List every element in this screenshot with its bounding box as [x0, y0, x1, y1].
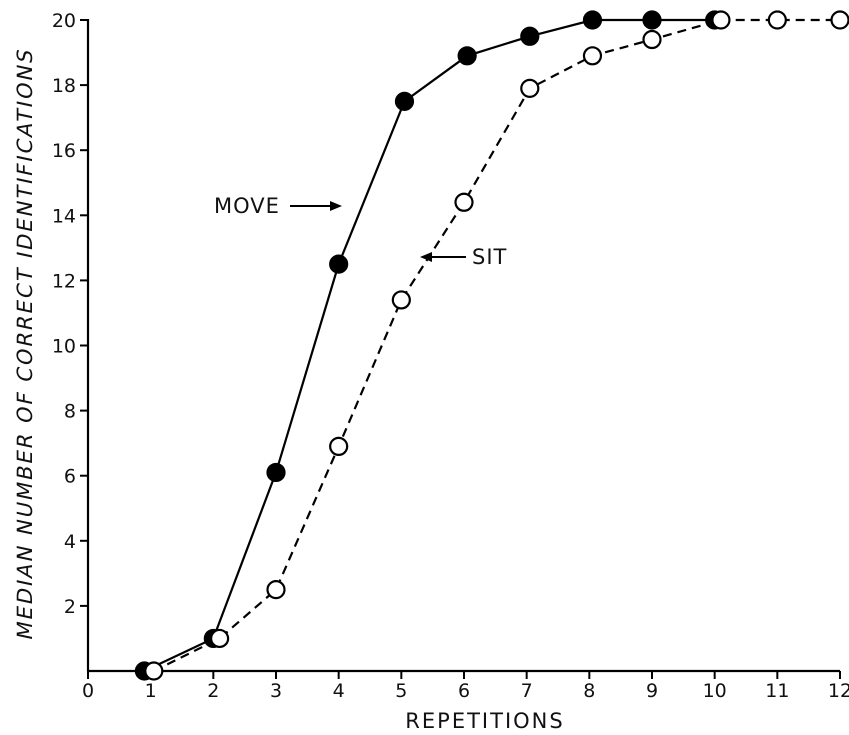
series-label-sit: SIT: [472, 245, 507, 269]
data-point-sit: [454, 192, 474, 212]
x-tick-label: 4: [333, 680, 345, 702]
data-point-move: [582, 10, 603, 30]
data-point-move: [394, 91, 415, 111]
x-tick-label: 3: [270, 680, 282, 702]
series-line-sit: [153, 18, 840, 672]
series-sit: [153, 18, 840, 672]
data-point-move: [457, 46, 477, 66]
data-point-sit: [767, 10, 787, 30]
data-point-move: [329, 254, 349, 274]
x-tick-label: 0: [82, 680, 94, 702]
y-tick-label: 4: [64, 531, 76, 553]
y-tick-label: 14: [52, 205, 76, 227]
y-tick-label: 8: [64, 401, 76, 423]
x-axis-title: REPETITIONS: [405, 709, 564, 733]
data-point-move: [642, 10, 662, 30]
x-tick-label: 6: [458, 680, 470, 702]
data-point-sit: [642, 29, 662, 50]
y-tick-label: 10: [52, 336, 76, 358]
x-tick-label: 8: [583, 680, 595, 702]
y-tick-label: 12: [52, 270, 76, 292]
series-layer: [134, 10, 849, 681]
x-tick-label: 2: [207, 680, 219, 702]
x-tick-label: 5: [395, 680, 407, 702]
data-point-sit: [711, 10, 731, 30]
y-tick-label: 16: [52, 140, 76, 162]
series-move: [143, 18, 715, 672]
data-point-sit: [830, 10, 849, 30]
y-tick-label: 20: [52, 10, 76, 32]
x-tick-label: 12: [828, 680, 849, 702]
data-point-move: [266, 462, 286, 483]
series-label-move: MOVE: [214, 194, 280, 218]
y-tick-label: 18: [52, 75, 76, 97]
x-tick-label: 11: [765, 680, 789, 702]
data-point-sit: [210, 628, 230, 649]
y-axis-title: MEDIAN NUMBER OF CORRECT IDENTIFICATIONS: [13, 45, 38, 642]
x-tick-label: 9: [646, 680, 658, 702]
sit-arrow: [420, 252, 466, 262]
series-line-move: [143, 18, 715, 672]
x-tick-label: 10: [703, 680, 727, 702]
x-tick-label: 1: [145, 680, 157, 702]
move-arrow: [290, 201, 342, 211]
data-point-move: [520, 26, 540, 46]
data-point-sit: [520, 78, 540, 98]
data-point-sit: [329, 436, 349, 457]
y-tick-label: 2: [64, 596, 76, 618]
data-point-sit: [582, 46, 603, 66]
data-point-sit: [391, 290, 411, 310]
data-point-sit: [144, 661, 164, 681]
labels-layer: REPETITIONS MEDIAN NUMBER OF CORRECT IDE…: [13, 45, 564, 733]
data-point-sit: [266, 580, 286, 600]
x-tick-label: 7: [521, 680, 533, 702]
y-tick-label: 6: [64, 466, 76, 488]
